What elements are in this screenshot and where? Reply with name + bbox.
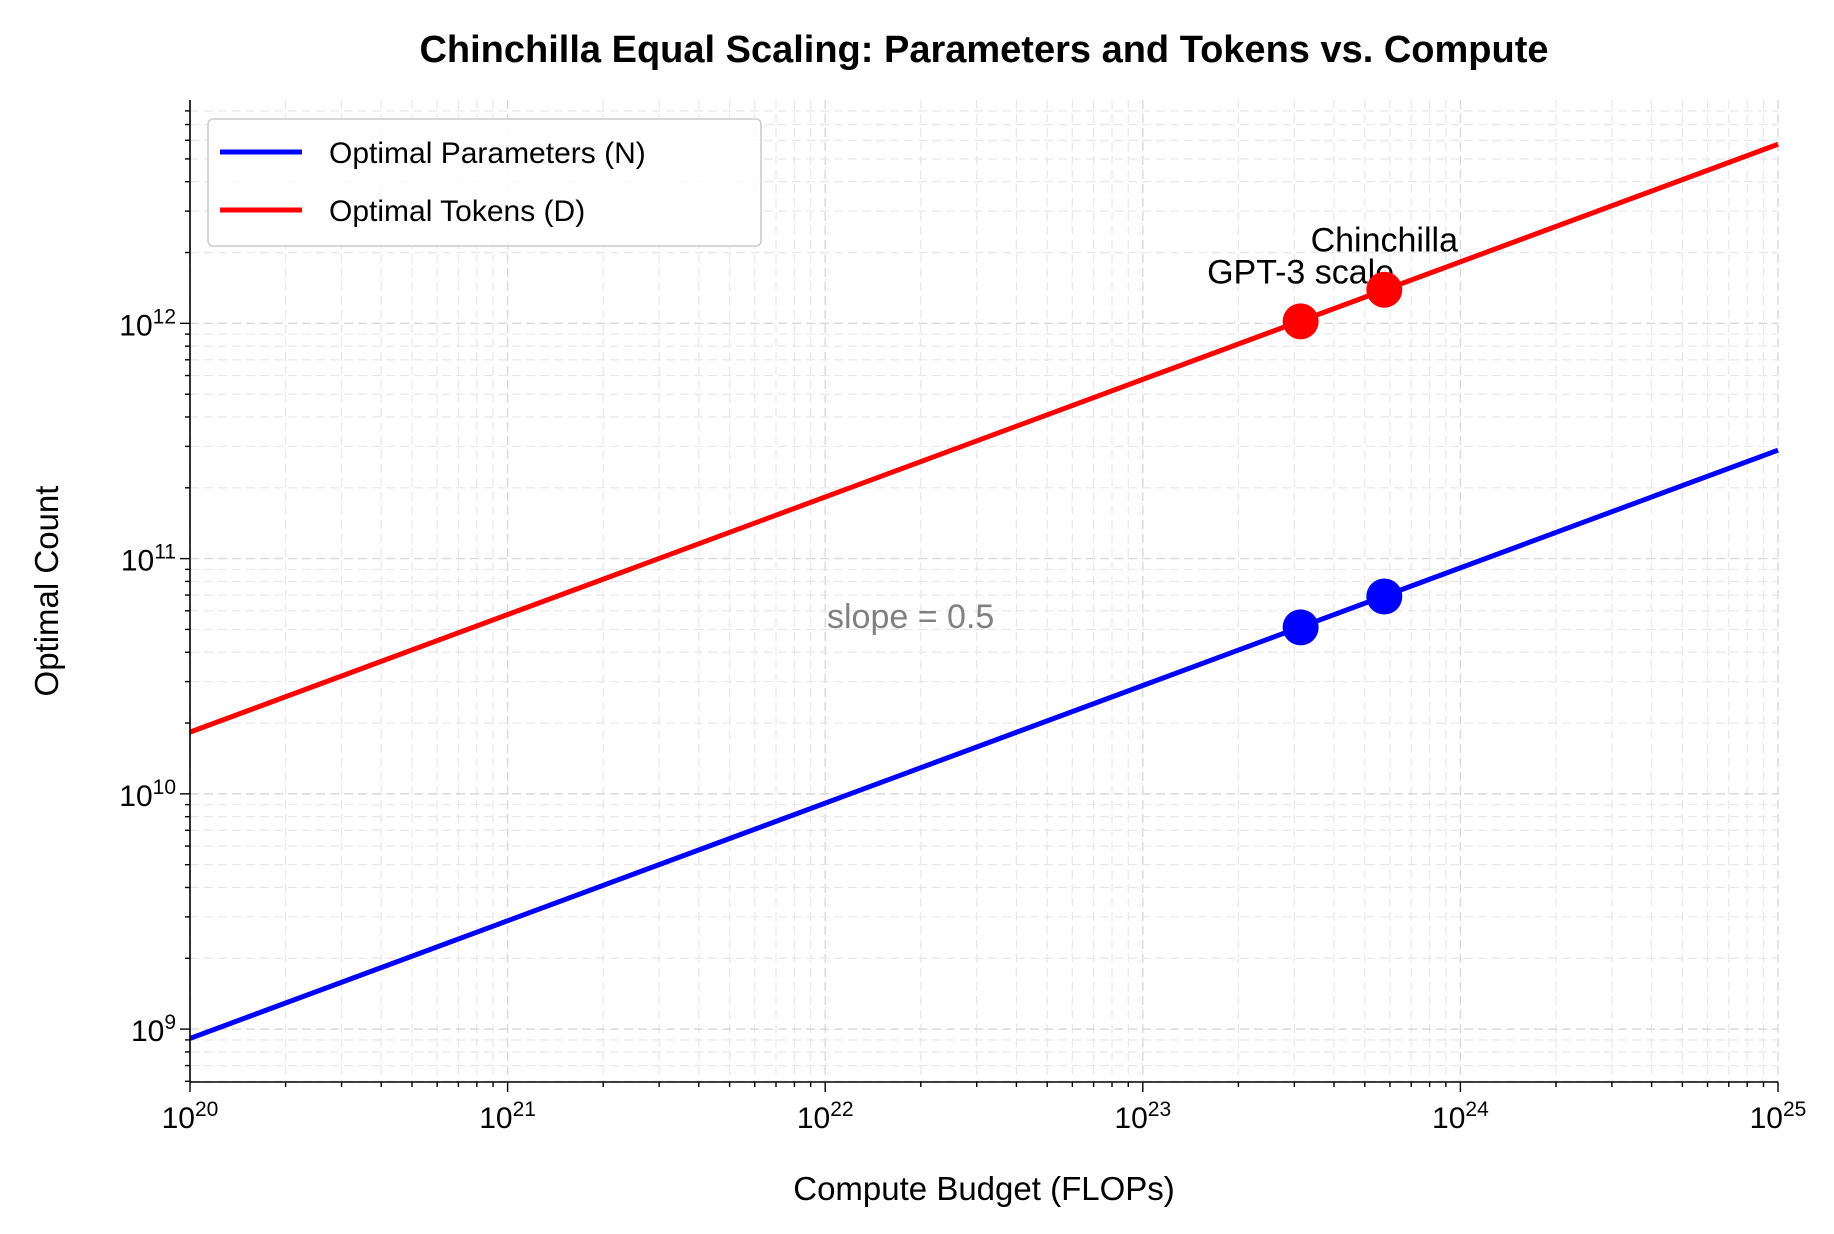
tokens-line: [189, 141, 1779, 735]
y-tick-label: 1011: [121, 541, 176, 578]
x-tick-label: 1021: [479, 1098, 536, 1135]
chinchilla-tokens-marker: [1366, 271, 1403, 308]
legend-box: [207, 118, 762, 247]
chart-title: Chinchilla Equal Scaling: Parameters and…: [419, 29, 1548, 71]
y-tick-label: 109: [131, 1011, 176, 1048]
x-tick-label: 1023: [1114, 1098, 1171, 1135]
chinchilla-parameters-marker: [1366, 578, 1403, 615]
legend-label-tokens: Optimal Tokens (D): [329, 195, 585, 228]
gpt-3-scale-tokens-marker: [1282, 303, 1319, 340]
grid: [189, 100, 1779, 1082]
x-tick-label: 1020: [162, 1098, 219, 1135]
gpt-3-scale-parameters-marker: [1282, 609, 1319, 646]
y-tick-label: 1012: [119, 305, 176, 342]
x-axis-label: Compute Budget (FLOPs): [793, 1170, 1175, 1207]
x-tick-label: 1022: [797, 1098, 854, 1135]
slope-annotation: slope = 0.5: [827, 598, 994, 636]
chinchilla-label: Chinchilla: [1311, 222, 1458, 260]
axis-ticks: 1020 1021 1022 1023 1024 1025 109 1010 1011 1012: [119, 110, 1807, 1135]
gpt-3-scale-label: GPT-3 scale: [1207, 253, 1394, 291]
x-tick-label: 1024: [1432, 1098, 1489, 1135]
legend: Optimal Parameters (N) Optimal Tokens (D…: [207, 118, 762, 247]
parameters-line: [189, 447, 1779, 1041]
series: [189, 141, 1779, 1041]
y-axis-label: Optimal Count: [28, 486, 65, 697]
y-tick-label: 1010: [119, 776, 176, 813]
x-tick-label: 1025: [1750, 1098, 1807, 1135]
legend-label-parameters: Optimal Parameters (N): [329, 137, 646, 170]
